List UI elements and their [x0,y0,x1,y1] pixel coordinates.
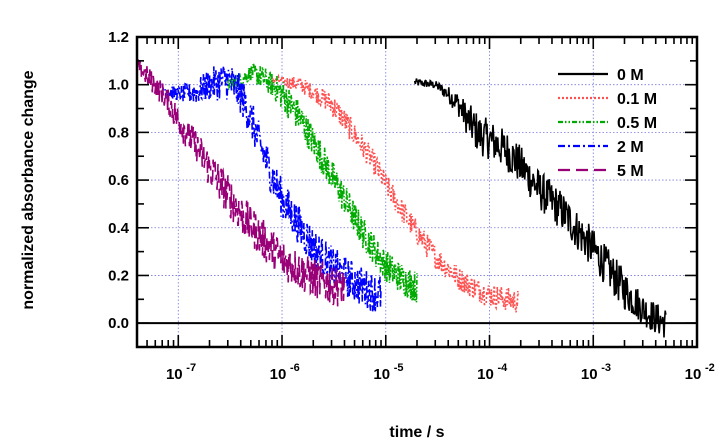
x-tick-exponent: -7 [186,362,196,374]
y-tick-label: 0.0 [108,315,129,332]
series-layer [136,59,667,338]
x-tick-label: 10 [581,366,598,383]
y-tick-label: 0.2 [108,267,129,284]
y-tick-label: 0.4 [108,220,130,237]
x-tick-label: 10 [685,366,702,383]
series-line [161,65,382,312]
y-tick-label: 0.8 [108,124,129,141]
y-tick-label: 1.2 [108,29,129,46]
x-tick-label: 10 [270,366,287,383]
series-line [227,63,418,303]
x-tick-label: 10 [477,366,494,383]
axis-ticks [136,36,698,348]
series-line [271,73,520,313]
y-tick-label: 0.6 [108,172,129,189]
x-tick-exponent: -3 [601,362,611,374]
series-line [413,78,667,338]
legend-label: 0.1 M [617,91,657,108]
legend-label: 0.5 M [617,115,657,132]
x-tick-exponent: -6 [290,362,300,374]
legend-label: 2 M [617,139,644,156]
legend-label: 5 M [617,163,644,180]
series-line [136,59,346,307]
y-axis-title: normalized absorbance change [20,70,37,309]
x-axis-title: time / s [389,424,444,441]
x-tick-label: 10 [373,366,390,383]
legend: 0 M 0.1 M 0.5 M 2 M 5 M [558,67,657,180]
x-tick-exponent: -4 [498,362,509,374]
x-tick-label: 10 [166,366,183,383]
x-tick-exponent: -5 [394,362,404,374]
legend-label: 0 M [617,67,644,84]
x-tick-exponent: -2 [705,362,715,374]
axis-tick-labels: 10 -7 10 -6 10 -5 10 -4 10 -3 10 -20.00.20.40.60.81… [108,29,715,383]
y-tick-label: 1.0 [108,77,129,94]
